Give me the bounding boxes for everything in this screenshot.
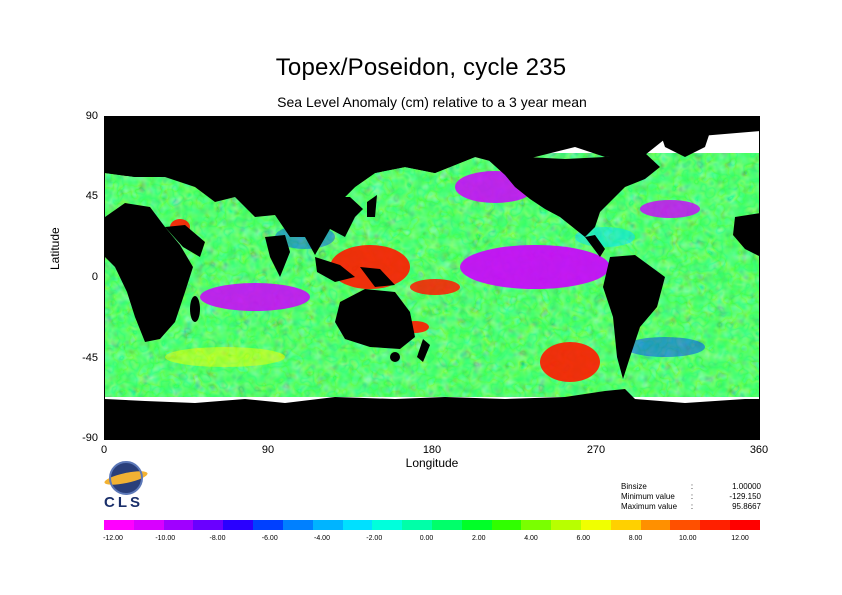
colorbar-tick-label: 12.00 <box>731 535 749 542</box>
y-tick-label: -45 <box>82 352 98 364</box>
colorbar-swatch <box>461 520 492 530</box>
y-tick-label: -90 <box>82 432 98 444</box>
colorbar-swatch <box>312 520 343 530</box>
colorbar-swatch <box>521 520 552 530</box>
colorbar-swatch <box>253 520 283 530</box>
map-title: Topex/Poseidon, cycle 235 <box>275 54 567 81</box>
x-tick-label: 90 <box>261 444 275 456</box>
stat-label: Minimum value <box>621 492 675 501</box>
stat-sep: : <box>690 502 694 511</box>
logo-text: CLS <box>104 494 143 511</box>
colorbar-swatch <box>730 520 760 530</box>
stats-row: Binsize : 1.00000 <box>621 482 761 492</box>
colorbar-tick-label: 4.00 <box>524 535 538 542</box>
stats-row: Maximum value : 95.8667 <box>621 502 761 512</box>
colorbar-swatch <box>372 520 403 530</box>
colorbar-tick-label: 10.00 <box>678 535 697 542</box>
colorbar-swatch <box>193 520 224 530</box>
colorbar-swatch <box>670 520 701 530</box>
colorbar-tick-label: -10.00 <box>155 535 176 542</box>
stat-label: Maximum value <box>621 502 678 511</box>
colorbar-tick-label: -6.00 <box>261 535 278 542</box>
cls-logo-icon <box>98 458 158 528</box>
y-tick-label: 0 <box>91 271 98 283</box>
colorbar-swatch <box>223 520 254 530</box>
colorbar-swatch <box>342 520 373 530</box>
colorbar-tick-label: -12.00 <box>103 535 123 542</box>
colorbar-swatch <box>431 520 462 530</box>
colorbar-swatch <box>282 520 313 530</box>
colorbar-swatch <box>700 520 731 530</box>
land-masses <box>105 117 759 439</box>
y-tick-label: 45 <box>85 190 98 202</box>
colorbar <box>104 520 760 530</box>
colorbar-tick-label: 0.00 <box>419 535 434 542</box>
sea-level-anomaly-map <box>104 116 760 440</box>
y-tick-label: 90 <box>85 110 98 122</box>
colorbar-swatch <box>402 520 432 530</box>
stat-value: -129.150 <box>729 492 761 501</box>
stat-label: Binsize <box>621 482 647 491</box>
x-tick-label: 360 <box>749 444 769 456</box>
colorbar-tick-label: 2.00 <box>471 535 486 542</box>
x-axis-title: Longitude <box>405 456 459 470</box>
stat-sep: : <box>690 482 694 491</box>
colorbar-tick-label: 6.00 <box>576 535 591 542</box>
colorbar-swatch <box>640 520 671 530</box>
stat-value: 1.00000 <box>732 482 761 491</box>
stat-value: 95.8667 <box>732 502 761 511</box>
x-tick-label: 0 <box>100 444 108 456</box>
y-axis-title: Latitude <box>48 227 62 270</box>
stats-box: Binsize : 1.00000 Minimum value : -129.1… <box>621 482 761 512</box>
colorbar-swatch <box>104 520 134 530</box>
colorbar-swatch <box>133 520 164 530</box>
colorbar-swatch <box>581 520 611 530</box>
stat-sep: : <box>690 492 694 501</box>
colorbar-swatch <box>491 520 522 530</box>
x-tick-label: 270 <box>586 444 606 456</box>
colorbar-tick-label: -4.00 <box>314 535 330 542</box>
map-subtitle: Sea Level Anomaly (cm) relative to a 3 y… <box>277 94 587 110</box>
colorbar-tick-label: -2.00 <box>366 535 383 542</box>
colorbar-swatch <box>551 520 581 530</box>
colorbar-tick-label: -8.00 <box>209 535 226 542</box>
x-tick-label: 180 <box>422 444 442 456</box>
colorbar-swatch <box>610 520 641 530</box>
stats-row: Minimum value : -129.150 <box>621 492 761 502</box>
colorbar-swatch <box>163 520 194 530</box>
colorbar-tick-label: 8.00 <box>628 535 643 542</box>
